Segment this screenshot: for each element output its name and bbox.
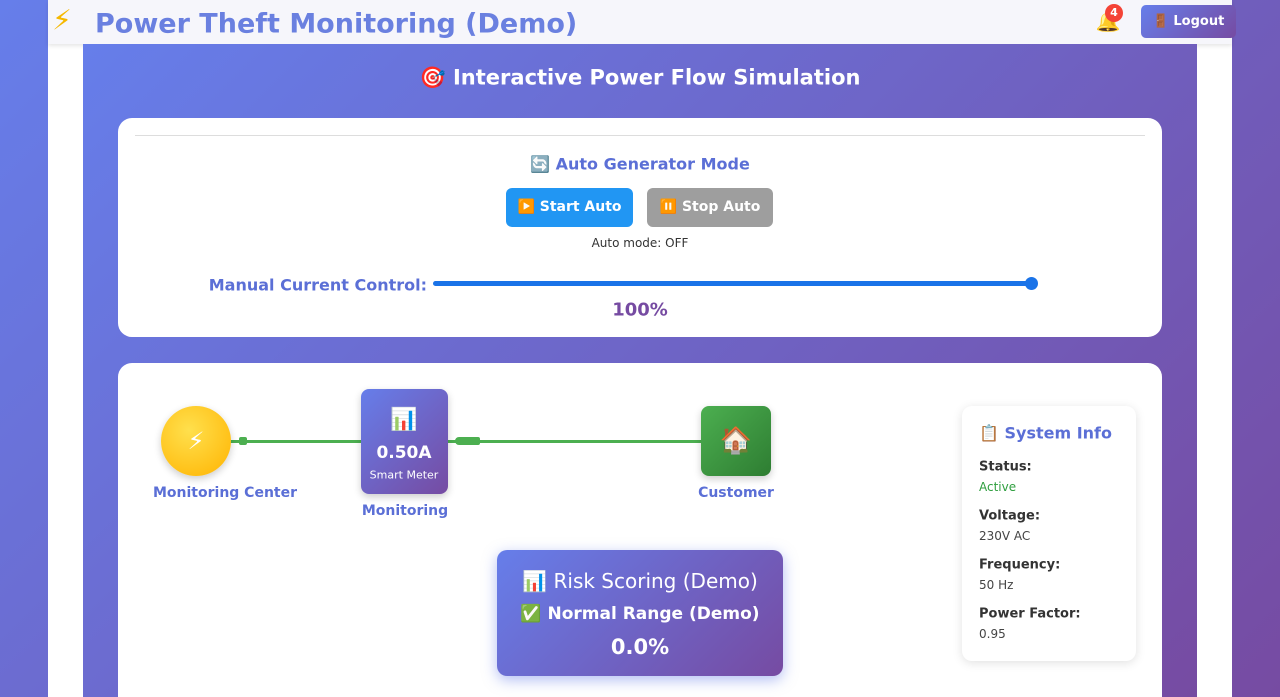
- node-icon: ⚡: [187, 427, 205, 455]
- header-title: Power Theft Monitoring (Demo): [95, 8, 578, 40]
- start-auto-button[interactable]: ▶️ Start Auto: [506, 188, 633, 227]
- slider-thumb[interactable]: [1025, 277, 1038, 290]
- risk-status: ✅ Normal Range (Demo): [520, 604, 760, 624]
- node-label: Monitoring Center: [152, 485, 298, 501]
- info-value: 230V AC: [979, 529, 1031, 543]
- divider: [135, 135, 1145, 136]
- customer-node: 🏠: [701, 406, 771, 476]
- node-label: Customer: [698, 485, 774, 501]
- header: ⚡ Power Theft Monitoring (Demo) 🔔 4 🚪 Lo…: [48, 0, 1236, 44]
- wire: [230, 440, 362, 443]
- meter-node: 📊 0.50A Smart Meter: [361, 389, 448, 494]
- wire: [448, 440, 702, 443]
- info-value: 0.95: [979, 627, 1006, 641]
- control-card: 🔄 Auto Generator Mode ▶️ Start Auto ⏸️ S…: [118, 118, 1162, 337]
- auto-mode-status: Auto mode: OFF: [591, 236, 689, 250]
- manual-control-value: 100%: [612, 299, 668, 321]
- wire-arrow: [455, 437, 480, 445]
- system-info-title: 📋 System Info: [979, 423, 1113, 443]
- flow-card: ⚡ Monitoring Center 📊 0.50A Smart Meter …: [118, 363, 1162, 697]
- info-label: Voltage:: [979, 508, 1041, 524]
- risk-title: 📊 Risk Scoring (Demo): [522, 569, 758, 593]
- stop-auto-button[interactable]: ⏸️ Stop Auto: [647, 188, 773, 227]
- header-icon: ⚡: [52, 3, 72, 37]
- auto-mode-title: 🔄 Auto Generator Mode: [530, 154, 750, 174]
- logout-button[interactable]: 🚪 Logout: [1141, 5, 1236, 38]
- info-label: Status:: [979, 459, 1032, 475]
- system-info-card: 📋 System Info Status: Active Voltage: 230V …: [962, 406, 1136, 661]
- risk-card: 📊 Risk Scoring (Demo) ✅ Normal Range (De…: [497, 550, 783, 676]
- node-label: Monitoring: [361, 503, 449, 519]
- slider-track[interactable]: [433, 281, 1032, 286]
- simulation-title: 🎯 Interactive Power Flow Simulation: [419, 65, 861, 90]
- info-label: Frequency:: [979, 557, 1061, 573]
- meter-sublabel: Smart Meter: [369, 468, 439, 482]
- node-icon: 🏠: [719, 426, 753, 456]
- info-value: 50 Hz: [979, 578, 1014, 592]
- info-label: Power Factor:: [979, 606, 1081, 622]
- info-value: Active: [979, 480, 1017, 494]
- risk-score: 0.0%: [610, 635, 670, 659]
- manual-control-label: Manual Current Control:: [208, 275, 427, 295]
- notification-badge: 4: [1105, 4, 1123, 22]
- meter-reading: 0.50A: [376, 443, 432, 463]
- source-node: ⚡: [161, 406, 231, 476]
- node-icon: 📊: [390, 407, 418, 433]
- wire-node: [239, 437, 247, 445]
